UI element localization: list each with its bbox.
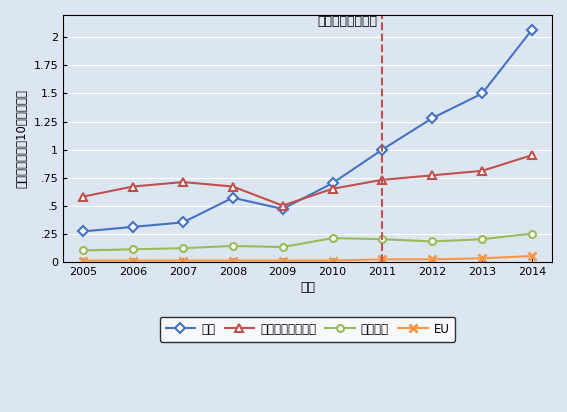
X-axis label: 年次: 年次 <box>300 281 315 294</box>
Y-axis label: 輸入額（単位：10億米ドル）: 輸入額（単位：10億米ドル） <box>15 89 28 188</box>
Text: 新しい原産地規則: 新しい原産地規則 <box>318 16 378 28</box>
Legend: 中国, 香港、韓国、台湾, アセアン, EU: 中国, 香港、韓国、台湾, アセアン, EU <box>160 317 455 342</box>
